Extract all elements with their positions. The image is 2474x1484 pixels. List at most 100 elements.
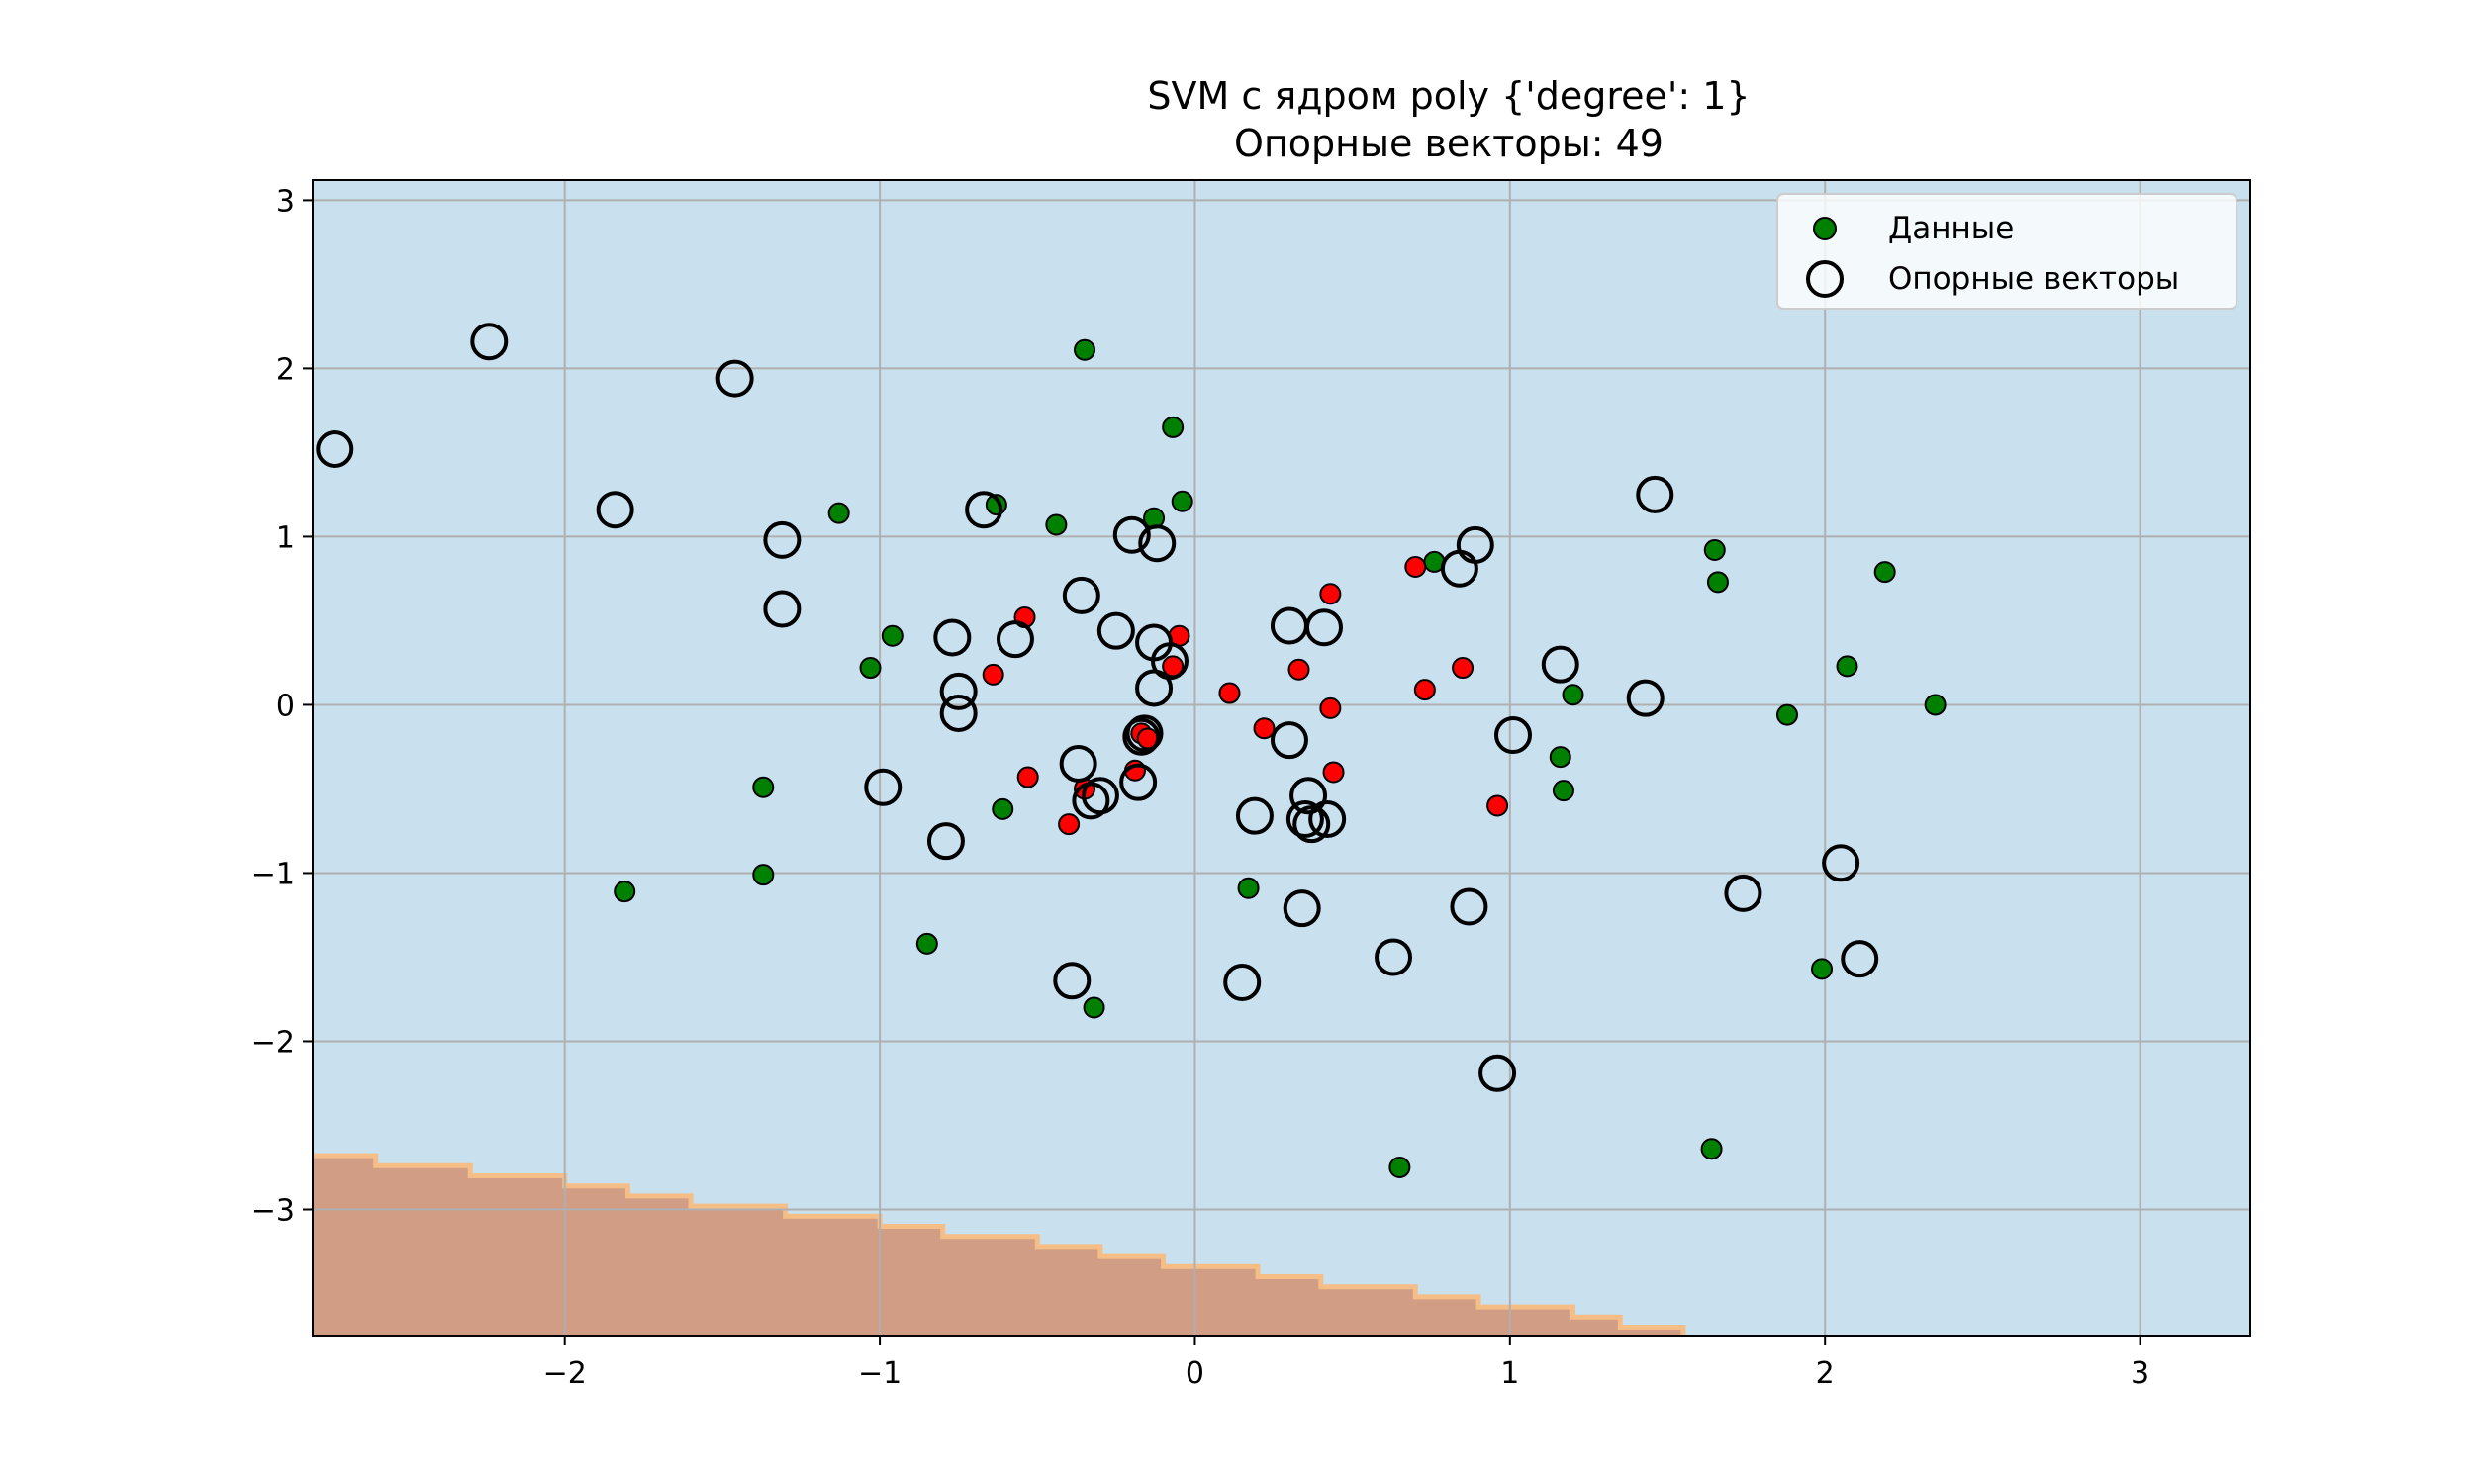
support-vector — [1062, 576, 1100, 614]
support-vector — [763, 590, 802, 628]
support-vector — [1283, 889, 1321, 928]
support-vector — [1119, 763, 1158, 801]
data-point-green — [1775, 703, 1798, 726]
data-point-red — [1413, 679, 1436, 701]
support-vector — [1304, 608, 1343, 647]
y-tick-label: 2 — [276, 352, 295, 387]
data-point-red — [1404, 556, 1427, 579]
data-point-green — [1549, 746, 1571, 769]
support-vector — [1138, 524, 1177, 563]
data-point-green — [1388, 1156, 1411, 1178]
legend-box — [1776, 193, 2237, 310]
data-point-green — [1700, 1138, 1723, 1160]
support-vector — [1285, 800, 1324, 839]
support-vector — [1125, 714, 1164, 753]
data-point-red — [1253, 717, 1276, 740]
y-tick-label: −3 — [251, 1193, 295, 1228]
data-point-green — [752, 776, 775, 798]
data-point-red — [1218, 682, 1241, 704]
support-vector — [939, 694, 978, 732]
chart-subtitle: Опорные векторы: 49 — [1234, 122, 1664, 165]
support-vector — [1135, 669, 1174, 707]
legend: Данные Опорные векторы — [1776, 193, 2237, 310]
support-vector — [1122, 717, 1161, 756]
support-vector — [996, 620, 1034, 659]
support-vector — [965, 491, 1003, 529]
data-point-green — [1873, 561, 1896, 584]
data-point-green — [752, 864, 775, 886]
data-point-green — [1083, 996, 1105, 1019]
data-point-red — [1319, 583, 1342, 605]
data-point-green — [1562, 684, 1584, 706]
data-point-green — [859, 657, 882, 680]
support-vector — [1375, 938, 1413, 976]
support-vector — [596, 491, 634, 529]
support-vector — [1112, 515, 1151, 554]
y-tick-label: −1 — [251, 857, 295, 891]
y-tick-label: −2 — [251, 1025, 295, 1060]
support-vector — [1270, 721, 1308, 760]
data-point-green — [1811, 958, 1834, 980]
data-point-green — [1171, 490, 1193, 512]
support-vector — [939, 672, 978, 710]
data-point-green — [881, 624, 904, 647]
data-point-red — [1452, 657, 1475, 680]
support-vector — [470, 323, 509, 361]
data-point-green — [1074, 338, 1096, 361]
support-vector — [1308, 800, 1347, 839]
data-point-green — [1552, 780, 1574, 802]
support-vector — [926, 822, 965, 861]
y-axis-ticks: −3 −2 −1 0 1 2 3 — [251, 184, 313, 1228]
x-axis-ticks: −2 −1 0 1 2 3 — [543, 1336, 2149, 1391]
support-vector — [1626, 679, 1665, 717]
support-vector — [763, 520, 802, 559]
support-vector — [1478, 1054, 1517, 1092]
support-vector — [1724, 874, 1762, 912]
data-point-red — [1486, 794, 1509, 817]
support-vector-markers — [316, 323, 1879, 1092]
support-vector — [1081, 777, 1119, 815]
y-tick-label: 3 — [276, 184, 295, 219]
y-tick-label: 0 — [276, 689, 295, 723]
x-tick-label: −2 — [543, 1356, 587, 1391]
data-point-green — [915, 932, 938, 955]
legend-support-marker — [1806, 260, 1844, 298]
data-point-green — [1162, 416, 1185, 438]
data-point-green — [1237, 877, 1260, 899]
data-point-red — [1287, 658, 1310, 681]
data-point-red — [1322, 761, 1345, 784]
support-vector — [1822, 844, 1860, 882]
legend-data-label: Данные — [1888, 211, 2014, 246]
support-vector — [933, 618, 972, 657]
support-vector — [1053, 962, 1092, 1000]
x-tick-label: 0 — [1186, 1356, 1204, 1391]
decision-region-background — [313, 180, 2250, 1336]
x-tick-label: 1 — [1500, 1356, 1519, 1391]
support-vector — [1636, 475, 1674, 513]
legend-data-marker — [1813, 217, 1837, 240]
x-tick-label: 3 — [2131, 1356, 2149, 1391]
data-point-green — [1706, 571, 1729, 594]
support-vector — [1456, 525, 1494, 564]
support-vector — [1059, 744, 1097, 783]
data-point-green — [614, 881, 636, 903]
grid-lines — [313, 180, 2250, 1336]
data-point-red — [1016, 766, 1039, 788]
data-point-green — [992, 797, 1014, 820]
y-tick-label: 1 — [276, 520, 295, 555]
plot-area — [312, 179, 2251, 1337]
chart-title: SVM с ядром poly {'degree': 1} — [1147, 74, 1750, 118]
support-vector — [864, 768, 903, 806]
plot-frame — [312, 179, 2251, 1337]
legend-support-label: Опорные векторы — [1888, 261, 2179, 297]
support-vector — [1223, 963, 1262, 1001]
data-point-green — [1924, 694, 1947, 716]
x-tick-label: −1 — [858, 1356, 902, 1391]
support-vector — [1289, 777, 1328, 815]
support-vector — [1292, 805, 1331, 844]
support-vector — [715, 359, 754, 398]
data-point-green — [827, 502, 850, 524]
support-vector — [1235, 796, 1274, 835]
x-tick-label: 2 — [1816, 1356, 1835, 1391]
support-vector — [1450, 887, 1488, 926]
